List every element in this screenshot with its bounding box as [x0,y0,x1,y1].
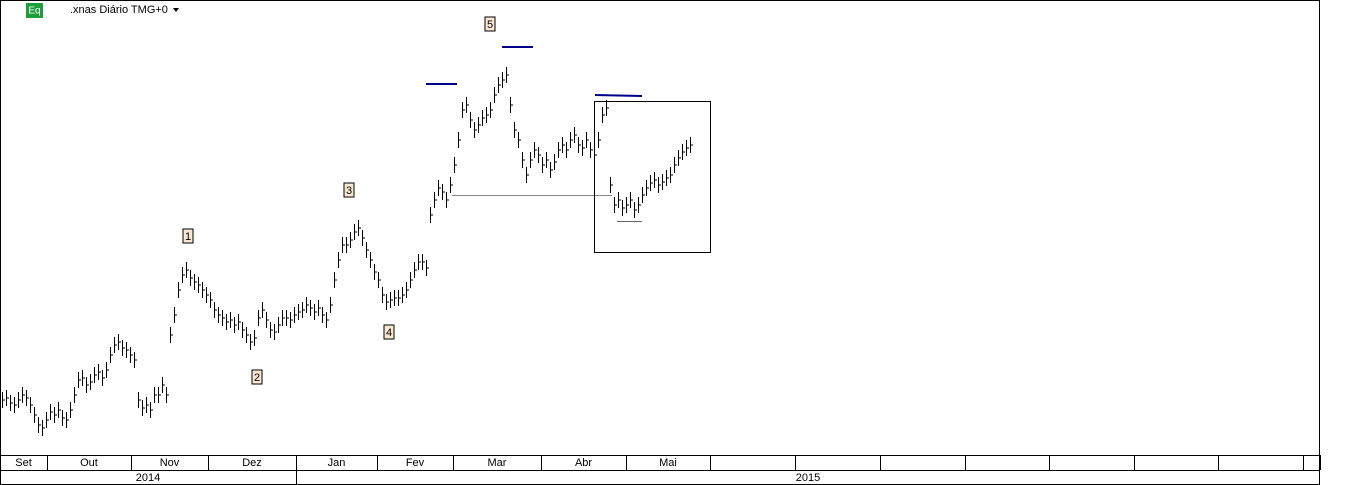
x-tick-label: Mar [488,457,507,469]
wave-label-box [343,182,355,198]
x-tick-label: Out [80,457,98,469]
wave-label: 3 [346,185,352,197]
wave-label: 5 [487,19,493,31]
wave-label-box [182,228,194,244]
wave-label: 1 [185,231,191,243]
x-tick-label: Jan [328,457,346,469]
wave-label: 2 [254,372,260,384]
x-tick-label: Nov [160,457,180,469]
wave-label: 4 [386,327,392,339]
year-label: 2015 [796,472,820,484]
wave-label-box [383,324,395,340]
chart-frame [0,0,1320,485]
year-label: 2014 [136,472,160,484]
x-tick-label: Set [15,457,32,469]
badge: Eq [28,6,40,17]
x-tick-label: Abr [575,457,592,469]
chart-title: .xnas Diário TMG+0 [70,4,168,16]
wave-label-box [484,16,496,32]
x-tick-label: Fev [406,457,425,469]
x-tick-label: Dez [242,457,262,469]
focus-box [594,101,711,253]
badge-box [26,3,43,18]
x-tick-label: Mai [659,457,677,469]
dropdown-arrow[interactable] [173,8,179,12]
resistance-marker [594,94,643,97]
wave-label-box [251,369,263,385]
